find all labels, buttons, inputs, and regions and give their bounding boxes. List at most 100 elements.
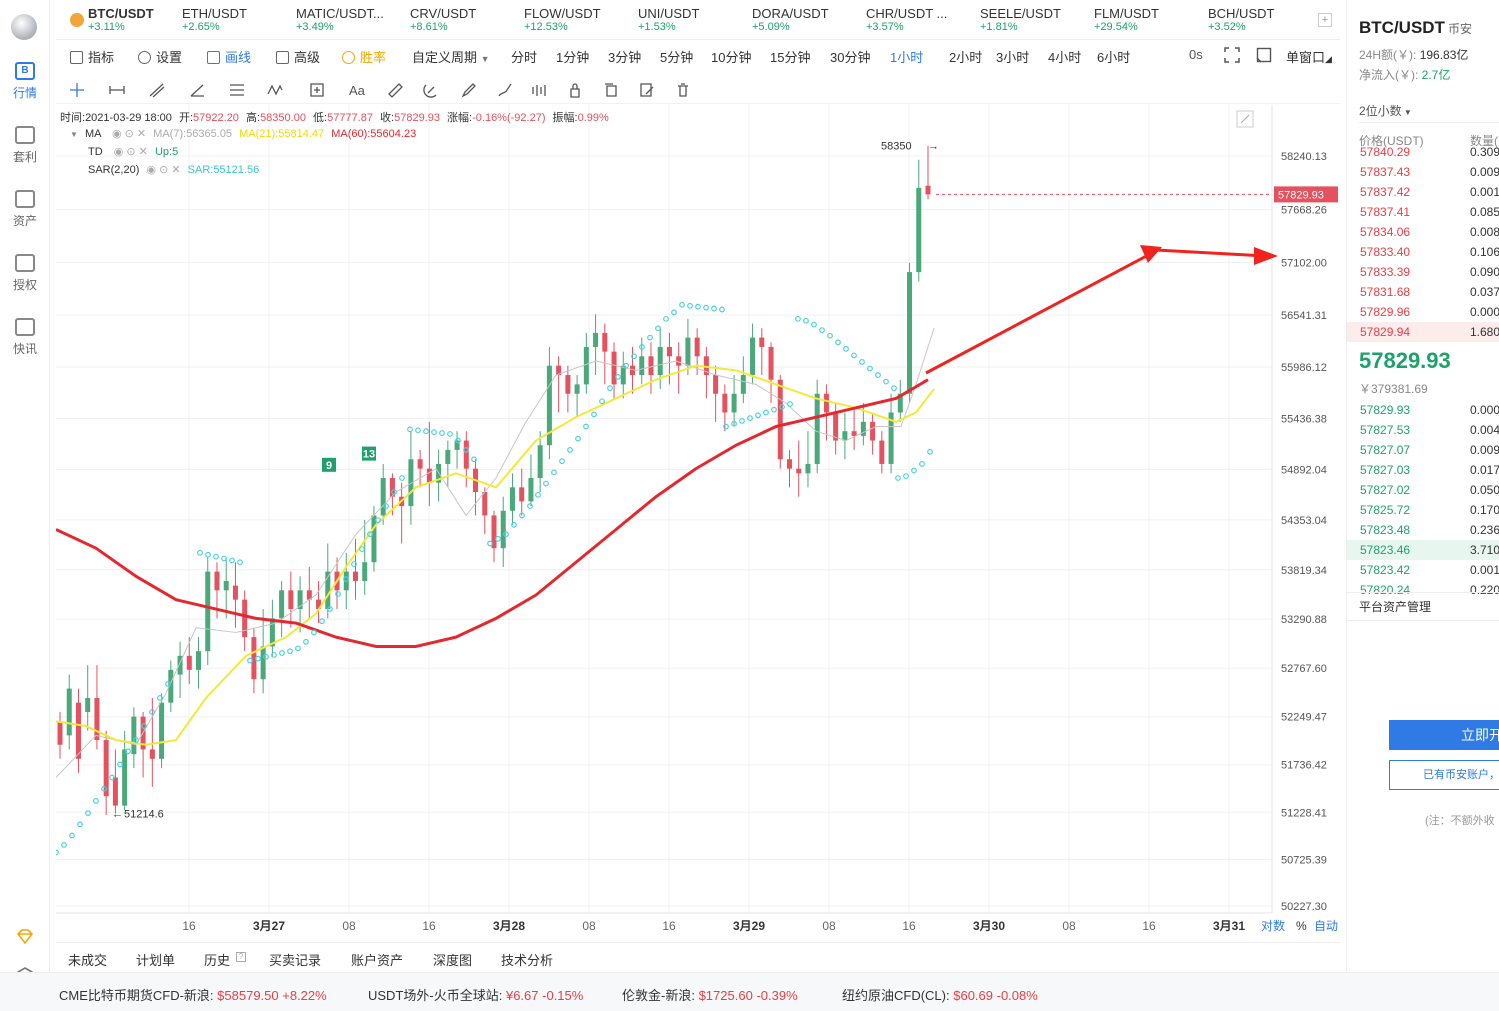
candle[interactable] bbox=[66, 674, 72, 750]
candle[interactable] bbox=[426, 421, 432, 507]
ask-row[interactable]: 57837.43 0.009 bbox=[1360, 165, 1499, 179]
bottom-tab-5[interactable]: 深度图 bbox=[433, 953, 473, 968]
candle[interactable] bbox=[611, 342, 617, 399]
candle[interactable] bbox=[593, 314, 599, 376]
pencil-icon[interactable] bbox=[460, 81, 478, 99]
candle[interactable] bbox=[703, 346, 709, 399]
tab-uni-usdt[interactable]: UNI/USDT +1.53% bbox=[638, 6, 699, 36]
candle[interactable] bbox=[445, 440, 451, 488]
candle[interactable] bbox=[537, 431, 543, 493]
candle[interactable] bbox=[408, 431, 414, 525]
candle[interactable] bbox=[556, 356, 562, 413]
candle[interactable] bbox=[897, 379, 903, 422]
tab-flm-usdt[interactable]: FLM/USDT +29.54% bbox=[1094, 6, 1159, 36]
tab-dora-usdt[interactable]: DORA/USDT +5.09% bbox=[752, 6, 829, 36]
nav-item-news[interactable]: 快讯 bbox=[0, 318, 50, 368]
percent-toggle[interactable]: % bbox=[1296, 919, 1307, 933]
candle[interactable] bbox=[888, 393, 894, 474]
kline-chart[interactable]: 58240.13 57668.26 57102.00 56541.31 55986.12… bbox=[56, 105, 1340, 935]
settings-button[interactable]: 设置 bbox=[138, 47, 182, 66]
bid-row[interactable]: 57829.93 0.000 bbox=[1360, 403, 1499, 417]
bid-row[interactable]: 57820.24 0.220 bbox=[1360, 583, 1499, 597]
candle[interactable] bbox=[288, 571, 294, 628]
trend-lines-icon[interactable] bbox=[148, 81, 166, 99]
candle[interactable] bbox=[639, 337, 645, 385]
period-8[interactable]: 2小时 bbox=[949, 50, 983, 65]
tab-chr-usdt[interactable]: CHR/USDT ... +3.57% bbox=[866, 6, 947, 36]
ask-row[interactable]: 57837.41 0.085 bbox=[1360, 205, 1499, 219]
fullscreen-icon[interactable] bbox=[1224, 47, 1240, 66]
candle[interactable] bbox=[768, 342, 774, 404]
brush-icon[interactable] bbox=[496, 81, 514, 99]
period-6[interactable]: 30分钟 bbox=[830, 50, 871, 65]
eye-icon[interactable]: ◉ ⊙ ✕ bbox=[111, 128, 147, 140]
period-0[interactable]: 分时 bbox=[511, 50, 538, 65]
tab-flow-usdt[interactable]: FLOW/USDT +12.53% bbox=[524, 6, 601, 36]
bid-row[interactable]: 57823.48 0.236 bbox=[1360, 523, 1499, 537]
nav-item-market[interactable]: B 行情 bbox=[0, 62, 50, 112]
tab-bch-usdt[interactable]: BCH/USDT +3.52% bbox=[1208, 6, 1274, 36]
existing-account-button[interactable]: 已有币安账户， bbox=[1389, 760, 1499, 790]
candle[interactable] bbox=[519, 468, 525, 516]
candle[interactable] bbox=[676, 342, 682, 394]
period-10[interactable]: 4小时 bbox=[1048, 50, 1082, 65]
trash-icon[interactable] bbox=[674, 81, 692, 99]
candle[interactable] bbox=[574, 375, 580, 418]
advanced-button[interactable]: 高级 bbox=[276, 47, 320, 66]
candle[interactable] bbox=[177, 641, 183, 698]
ask-row[interactable]: 57831.68 0.037 bbox=[1360, 285, 1499, 299]
candle[interactable] bbox=[232, 562, 238, 628]
bottom-tab-1[interactable]: 计划单 bbox=[136, 953, 176, 968]
candle[interactable] bbox=[916, 159, 922, 282]
ticker-item[interactable]: 纽约原油CFD(CL): $60.69 -0.08% bbox=[842, 988, 1038, 1003]
candle[interactable] bbox=[149, 697, 155, 787]
candle[interactable] bbox=[131, 707, 137, 769]
candle[interactable] bbox=[870, 412, 876, 455]
period-2[interactable]: 3分钟 bbox=[608, 50, 642, 65]
log-scale-toggle[interactable]: 对数 bbox=[1261, 918, 1285, 933]
candle[interactable] bbox=[528, 454, 534, 507]
candle[interactable] bbox=[694, 328, 700, 376]
candle[interactable] bbox=[602, 323, 608, 385]
candle[interactable] bbox=[371, 506, 377, 572]
auto-scale-toggle[interactable]: 自动 bbox=[1314, 919, 1338, 933]
bid-row[interactable]: 57823.46 3.710 bbox=[1347, 540, 1499, 560]
candle[interactable] bbox=[260, 609, 266, 694]
magnet-icon[interactable] bbox=[422, 81, 440, 99]
eye-icon[interactable]: ◉ ⊙ ✕ bbox=[113, 146, 148, 158]
ask-row[interactable]: 57833.40 0.106 bbox=[1360, 245, 1499, 259]
tab-crv-usdt[interactable]: CRV/USDT +8.61% bbox=[410, 6, 476, 36]
candle[interactable] bbox=[279, 580, 285, 638]
candle[interactable] bbox=[112, 749, 118, 814]
tab-btc-usdt[interactable]: BTC/USDT +3.11% bbox=[88, 6, 154, 36]
nav-item-authorize[interactable]: 授权 bbox=[0, 254, 50, 304]
candle[interactable] bbox=[482, 487, 488, 535]
candle[interactable] bbox=[168, 660, 174, 712]
candle[interactable] bbox=[103, 730, 109, 815]
ask-row[interactable]: 57840.29 0.309 bbox=[1360, 145, 1499, 159]
candle[interactable] bbox=[648, 342, 654, 394]
candle[interactable] bbox=[223, 557, 229, 619]
candle[interactable] bbox=[491, 510, 497, 563]
pattern-icon[interactable] bbox=[530, 81, 548, 99]
rectangle-icon[interactable] bbox=[308, 81, 326, 99]
app-logo-icon[interactable] bbox=[11, 14, 37, 40]
candle[interactable] bbox=[583, 332, 589, 394]
wave-icon[interactable] bbox=[266, 81, 284, 99]
indicators-button[interactable]: 指标 bbox=[70, 47, 114, 66]
candle[interactable] bbox=[57, 711, 63, 759]
candle[interactable] bbox=[666, 332, 672, 385]
candle[interactable] bbox=[75, 688, 81, 773]
bid-row[interactable]: 57827.07 0.009 bbox=[1360, 443, 1499, 457]
text-icon[interactable]: Aa bbox=[348, 81, 366, 99]
candle[interactable] bbox=[122, 730, 128, 811]
candle[interactable] bbox=[740, 356, 746, 404]
ask-row[interactable]: 57829.96 0.000 bbox=[1360, 305, 1499, 319]
candle[interactable] bbox=[454, 431, 460, 469]
parallel-channel-icon[interactable] bbox=[228, 81, 246, 99]
candle[interactable] bbox=[269, 599, 275, 656]
bottom-tab-2[interactable]: 历史 bbox=[204, 953, 231, 968]
ruler-icon[interactable] bbox=[386, 81, 404, 99]
asset-management-link[interactable]: 平台资产管理 bbox=[1359, 600, 1432, 614]
tab-seele-usdt[interactable]: SEELE/USDT +1.81% bbox=[980, 6, 1061, 36]
